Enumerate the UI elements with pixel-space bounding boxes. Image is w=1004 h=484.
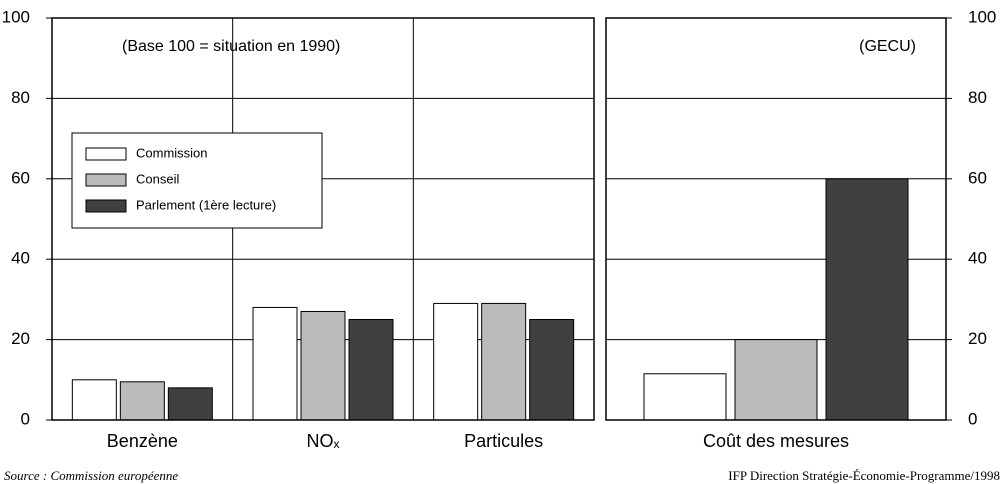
bar: [643, 373, 727, 421]
bar: [825, 178, 909, 421]
legend-swatch: [85, 147, 127, 161]
y-tick-label: 80: [11, 88, 30, 107]
bar: [167, 387, 213, 421]
x-tick-label: NOₓ: [307, 431, 340, 451]
y-tick-label: 40: [11, 249, 30, 268]
x-tick-label: Particules: [464, 431, 543, 451]
legend-swatch: [85, 173, 127, 187]
y-tick-label: 60: [968, 168, 987, 187]
y-tick-label: 80: [968, 88, 987, 107]
bar: [481, 302, 527, 421]
y-tick-label: 0: [21, 409, 30, 428]
credit: IFP Direction Stratégie-Économie-Program…: [728, 468, 1000, 483]
plot-frame: [605, 17, 947, 421]
bar: [348, 319, 394, 421]
y-tick-label: 100: [2, 7, 30, 26]
y-tick-label: 20: [968, 329, 987, 348]
y-tick-label: 100: [968, 7, 996, 26]
x-tick-label: Benzène: [107, 431, 178, 451]
annotation: (Base 100 = situation en 1990): [122, 38, 340, 55]
bar: [300, 310, 346, 421]
bar: [734, 339, 818, 421]
legend-label: Conseil: [136, 171, 179, 186]
y-tick-label: 0: [968, 409, 977, 428]
annotation: (GECU): [859, 38, 916, 55]
legend-swatch: [85, 199, 127, 213]
bar: [252, 306, 298, 421]
bar: [71, 379, 117, 421]
y-tick-label: 40: [968, 249, 987, 268]
legend-label: Parlement (1ère lecture): [136, 197, 276, 212]
bar: [119, 381, 165, 421]
y-tick-label: 60: [11, 168, 30, 187]
source: Source : Commission européenne: [4, 468, 178, 483]
y-tick-label: 20: [11, 329, 30, 348]
bar: [433, 302, 479, 421]
x-tick-label: Coût des mesures: [703, 431, 849, 451]
bar: [529, 319, 575, 421]
legend-label: Commission: [136, 145, 208, 160]
plot-frame: [51, 17, 595, 421]
